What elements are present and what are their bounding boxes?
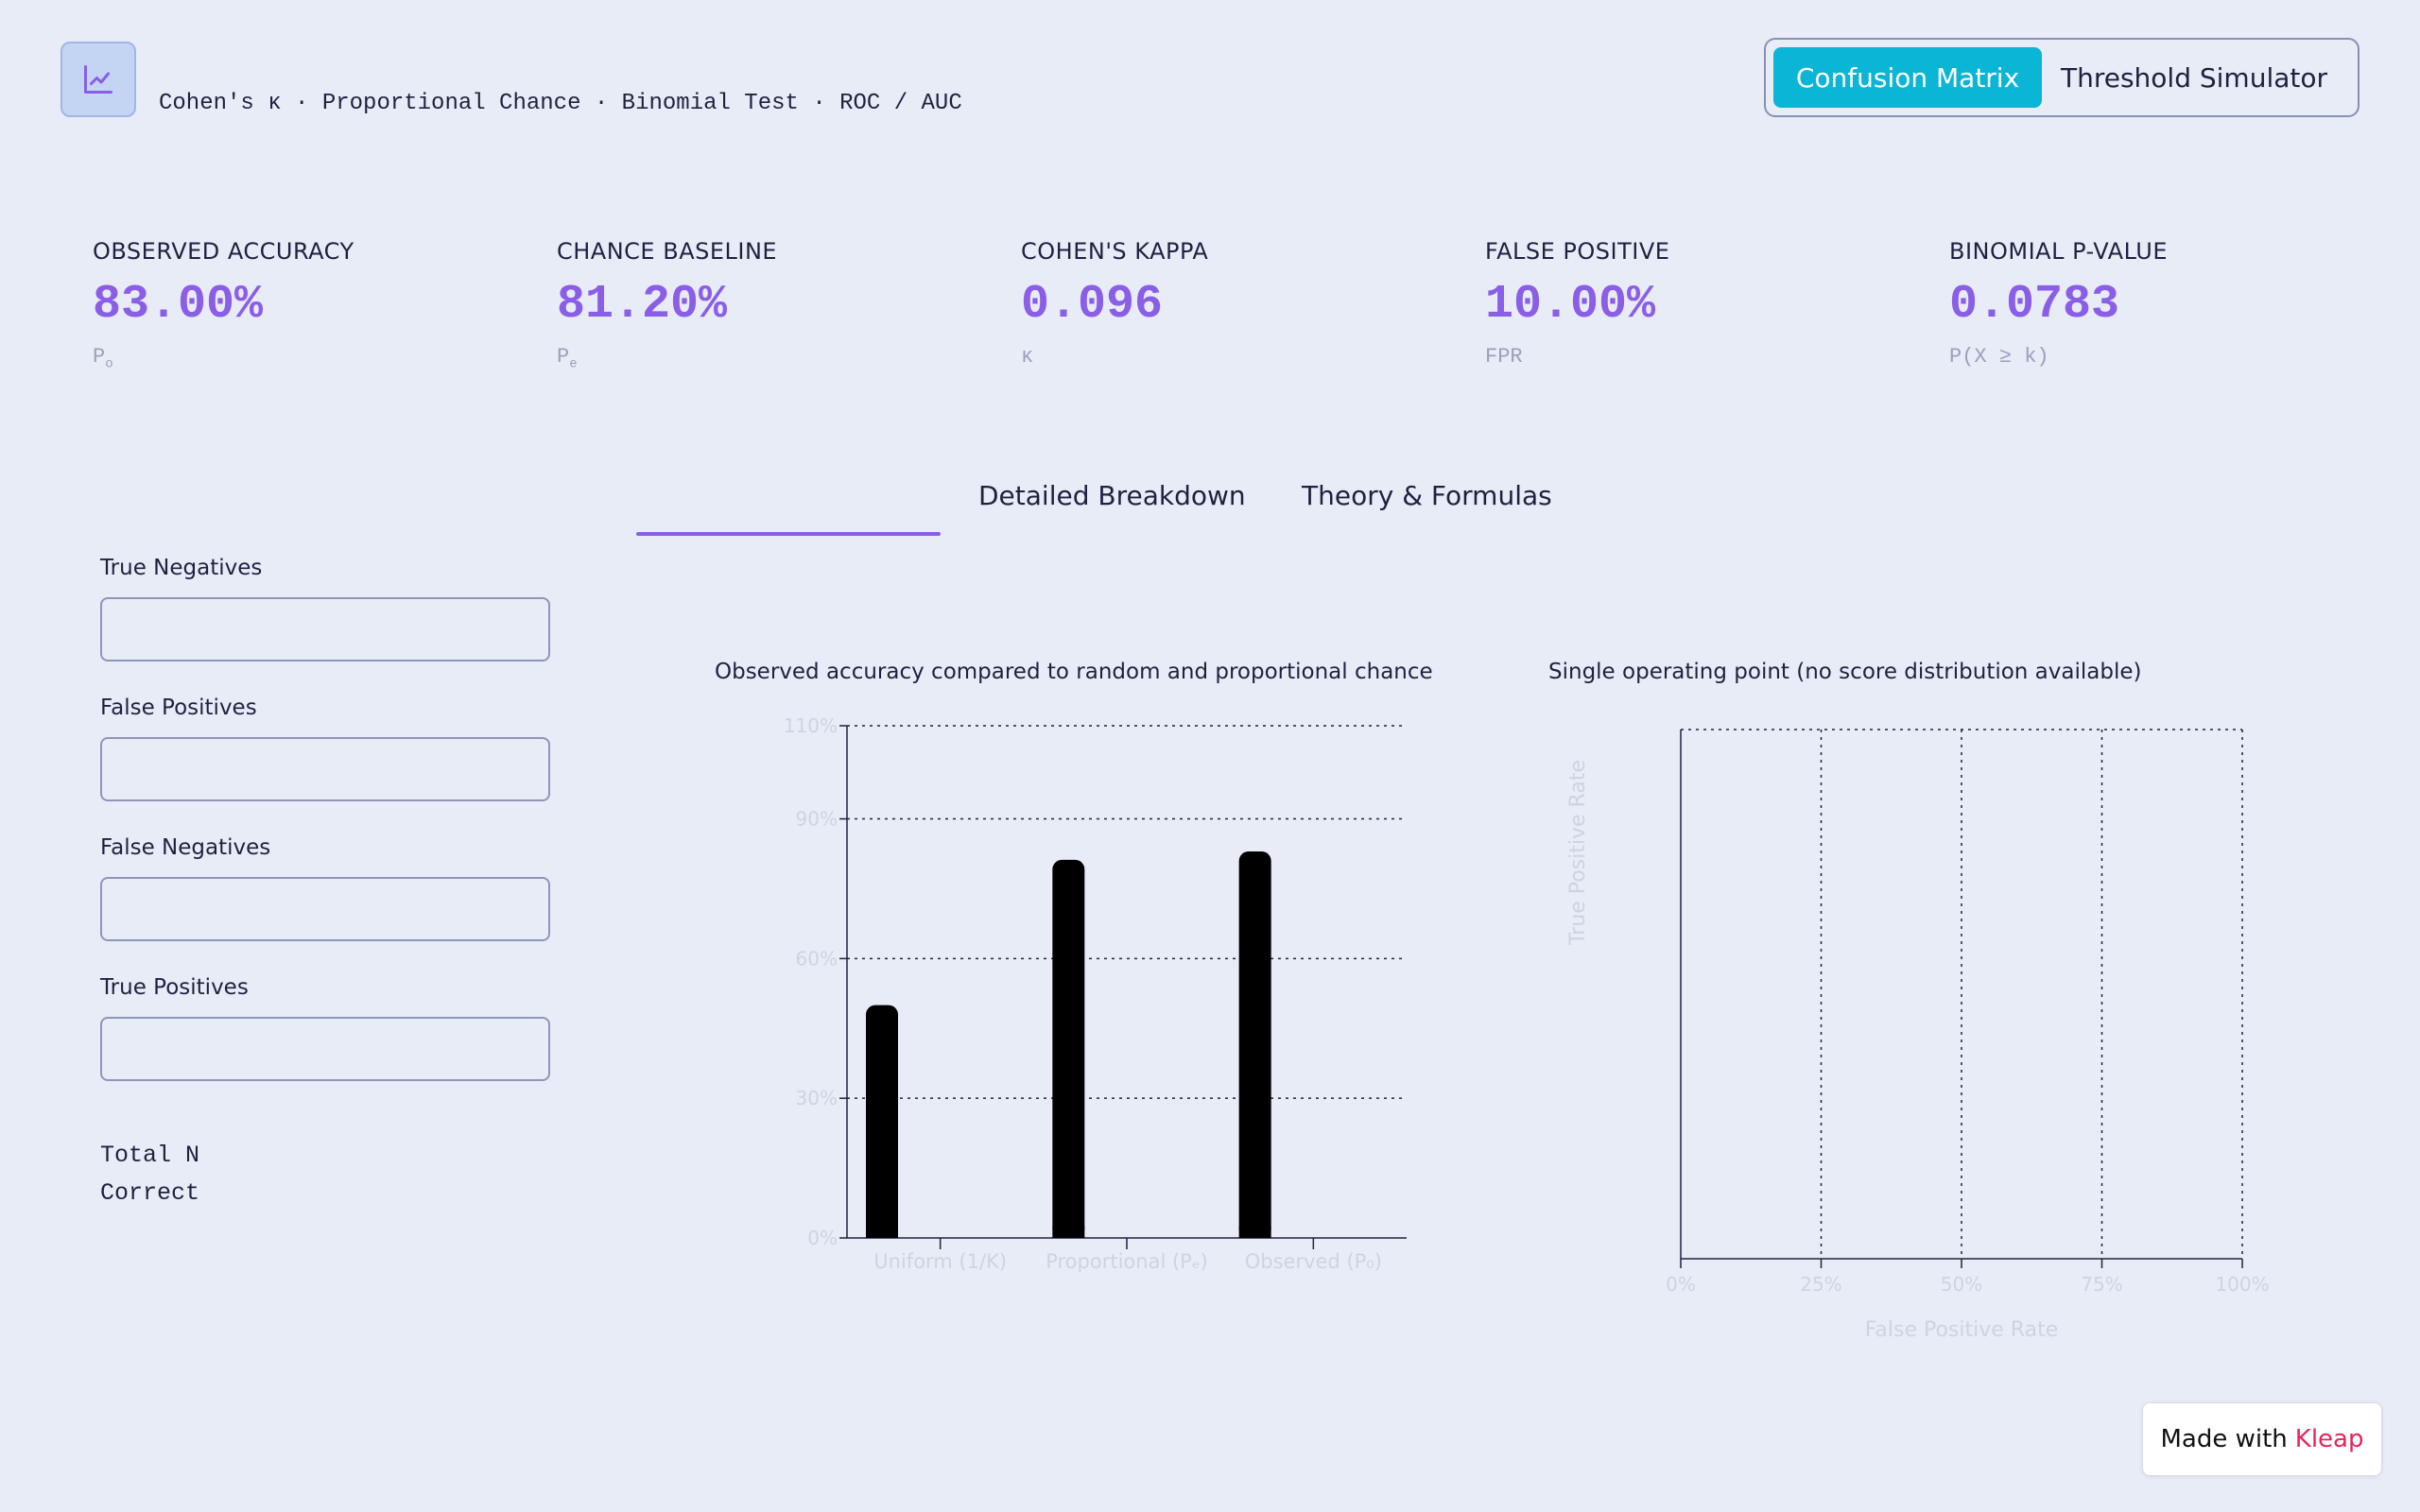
false-negatives-input[interactable] — [100, 877, 550, 941]
kpi-value: 83.00% — [93, 278, 264, 332]
kpi-symbol-subscript: e — [569, 356, 578, 372]
kpi-label: OBSERVED ACCURACY — [93, 238, 354, 265]
tab-active[interactable] — [636, 480, 941, 527]
tab-theory-formulas[interactable]: Theory & Formulas — [1302, 480, 1552, 511]
false-negatives-label: False Negatives — [100, 835, 271, 860]
y-tick-label: 30% — [796, 1087, 838, 1109]
bar-base — [1052, 1227, 1085, 1238]
kpi-label: CHANCE BASELINE — [557, 238, 778, 265]
badge-brand: Kleap — [2294, 1425, 2364, 1453]
true-negatives-input[interactable] — [100, 597, 550, 662]
y-tick-label: 110% — [784, 714, 838, 737]
roc-chart: 0% 25% 50% 75% 100% False Positive Rate True P… — [1566, 729, 2270, 1342]
kpi-symbol: P(X ≥ k) — [1949, 345, 2049, 369]
y-tick-label: 60% — [796, 947, 838, 970]
kpi-label: COHEN'S KAPPA — [1021, 238, 1209, 265]
header-subtitle: Cohen's κ · Proportional Chance · Binomi… — [159, 91, 962, 116]
kpi-value: 0.096 — [1021, 278, 1164, 332]
y-tick-label: 90% — [796, 808, 838, 831]
bar — [1052, 859, 1085, 1238]
line-chart-icon — [84, 65, 112, 94]
kpi-observed-accuracy: OBSERVED ACCURACY 83.00% Po — [93, 238, 490, 371]
bar-base — [866, 1227, 898, 1238]
kpi-value: 10.00% — [1485, 278, 1656, 332]
x-tick-label: 75% — [2081, 1273, 2122, 1296]
mode-threshold-simulator-button[interactable]: Threshold Simulator — [2060, 61, 2328, 94]
kpi-symbol: Pe — [557, 345, 954, 371]
kpi-label: FALSE POSITIVE — [1485, 238, 1670, 265]
kpi-symbol: Po — [93, 345, 490, 371]
kpi-binomial-p-value: BINOMIAL P-VALUE 0.0783 P(X ≥ k) — [1949, 238, 2346, 369]
x-tick-label: 25% — [1800, 1273, 1841, 1296]
y-axis-label: True Positive Rate — [1566, 760, 1590, 946]
kpi-cohens-kappa: COHEN'S KAPPA 0.096 κ — [1021, 238, 1418, 369]
bar-base — [1238, 1227, 1271, 1238]
kpi-symbol: κ — [1021, 345, 1034, 369]
kpi-symbol: FPR — [1485, 345, 1523, 369]
kpi-chance-baseline: CHANCE BASELINE 81.20% Pe — [557, 238, 954, 371]
kpi-label: BINOMIAL P-VALUE — [1949, 238, 2168, 265]
tab-detailed-breakdown[interactable]: Detailed Breakdown — [978, 480, 1246, 511]
bar — [866, 1005, 898, 1238]
kpi-symbol-subscript: o — [105, 356, 113, 372]
kpi-symbol-base: P — [557, 345, 570, 369]
x-tick-label: 100% — [2215, 1273, 2269, 1296]
accuracy-chart-title: Observed accuracy compared to random and… — [715, 660, 1433, 684]
correct-label: Correct — [100, 1179, 200, 1207]
x-tick-label: 0% — [1666, 1273, 1696, 1296]
true-negatives-label: True Negatives — [100, 556, 263, 580]
false-positives-input[interactable] — [100, 737, 550, 801]
bar — [1238, 851, 1271, 1238]
x-tick-label: 50% — [1941, 1273, 1982, 1296]
accuracy-bar-chart: 0% 30% 60% 90% 110% Uniform (1/K) Proportional… — [784, 714, 1407, 1273]
kpi-value: 81.20% — [557, 278, 728, 332]
x-tick-label: Observed (P₀) — [1245, 1250, 1382, 1273]
true-positives-input[interactable] — [100, 1017, 550, 1081]
kpi-symbol-base: P — [93, 345, 106, 369]
mode-confusion-matrix-button[interactable]: Confusion Matrix — [1773, 47, 2042, 108]
active-tab-indicator — [636, 532, 941, 536]
app-logo — [60, 42, 136, 117]
true-positives-label: True Positives — [100, 975, 249, 1000]
mode-switch: Confusion Matrix Threshold Simulator — [1764, 38, 2360, 117]
x-axis-label: False Positive Rate — [1865, 1318, 2058, 1342]
roc-chart-title: Single operating point (no score distrib… — [1548, 660, 2142, 684]
x-tick-label: Proportional (Pₑ) — [1046, 1250, 1208, 1273]
x-tick-label: Uniform (1/K) — [873, 1250, 1007, 1273]
made-with-kleap-badge[interactable]: Made with Kleap — [2142, 1402, 2382, 1476]
y-tick-label: 0% — [807, 1227, 838, 1249]
badge-prefix: Made with — [2160, 1425, 2288, 1453]
kpi-false-positive: FALSE POSITIVE 10.00% FPR — [1485, 238, 1882, 369]
false-positives-label: False Positives — [100, 696, 257, 720]
total-n-label: Total N — [100, 1142, 200, 1169]
kpi-value: 0.0783 — [1949, 278, 2120, 332]
